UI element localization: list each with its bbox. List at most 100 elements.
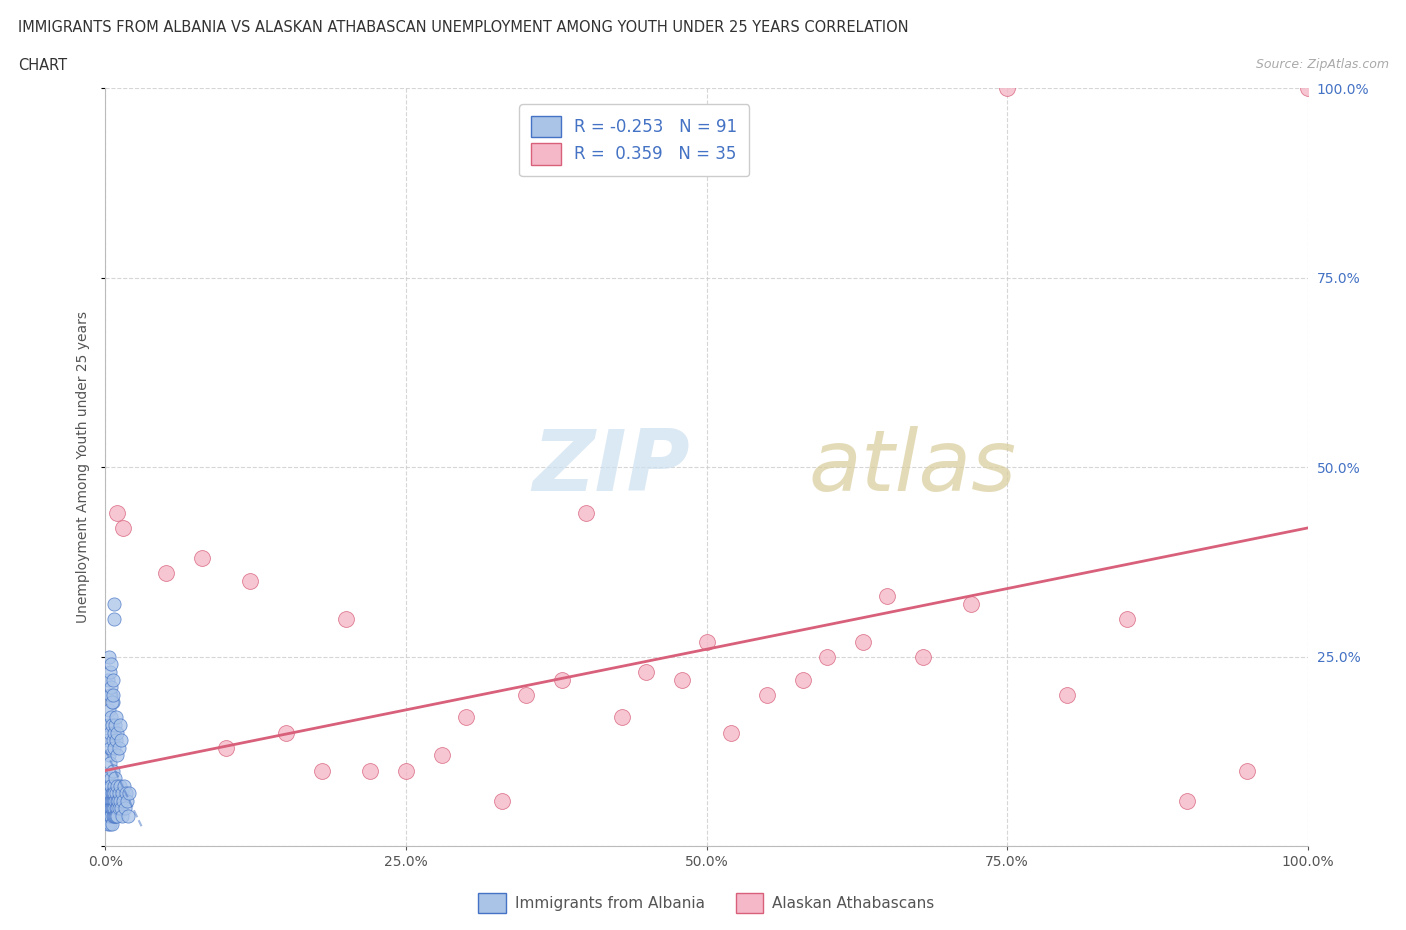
Point bbox=[103, 687, 125, 702]
Point bbox=[105, 710, 128, 724]
Point bbox=[395, 763, 418, 777]
Point bbox=[755, 687, 778, 702]
Point bbox=[103, 786, 125, 801]
Point bbox=[103, 793, 125, 808]
Point bbox=[103, 725, 125, 740]
Point bbox=[960, 596, 983, 611]
Point bbox=[101, 733, 124, 748]
Point bbox=[97, 771, 120, 786]
Point bbox=[101, 808, 124, 823]
Point bbox=[97, 733, 120, 748]
Point bbox=[515, 687, 537, 702]
Point bbox=[107, 786, 129, 801]
Point bbox=[1175, 793, 1198, 808]
Point bbox=[101, 801, 124, 816]
Point bbox=[97, 817, 120, 831]
Point bbox=[114, 801, 136, 816]
Point bbox=[98, 817, 121, 831]
Point bbox=[491, 793, 513, 808]
Point bbox=[98, 702, 121, 717]
Point bbox=[98, 801, 121, 816]
Point bbox=[97, 718, 120, 733]
Point bbox=[104, 808, 127, 823]
Point bbox=[190, 551, 212, 565]
Point bbox=[100, 680, 122, 695]
Point bbox=[104, 718, 127, 733]
Point bbox=[98, 793, 121, 808]
Point bbox=[98, 755, 121, 770]
Point bbox=[100, 687, 122, 702]
Point bbox=[96, 801, 118, 816]
Point bbox=[100, 793, 122, 808]
Point bbox=[911, 649, 934, 664]
Point bbox=[101, 763, 124, 777]
Point bbox=[104, 801, 127, 816]
Point bbox=[110, 793, 132, 808]
Point bbox=[103, 695, 125, 710]
Point bbox=[239, 574, 262, 589]
Point bbox=[108, 718, 131, 733]
Point bbox=[1296, 81, 1319, 96]
Point bbox=[105, 801, 128, 816]
Point bbox=[107, 808, 129, 823]
Point bbox=[636, 665, 658, 680]
Text: atlas: atlas bbox=[808, 426, 1017, 509]
Point bbox=[97, 793, 120, 808]
Point bbox=[103, 801, 125, 816]
Point bbox=[98, 786, 121, 801]
Point bbox=[103, 801, 125, 816]
Point bbox=[111, 786, 134, 801]
Y-axis label: Unemployment Among Youth under 25 years: Unemployment Among Youth under 25 years bbox=[76, 312, 90, 623]
Text: ZIP: ZIP bbox=[533, 426, 690, 509]
Point bbox=[105, 748, 128, 763]
Point bbox=[815, 649, 838, 664]
Point bbox=[115, 786, 138, 801]
Point bbox=[1236, 763, 1258, 777]
Point bbox=[454, 710, 477, 724]
Point bbox=[696, 634, 718, 649]
Point bbox=[311, 763, 333, 777]
Point bbox=[108, 801, 131, 816]
Point bbox=[720, 725, 742, 740]
Point bbox=[359, 763, 381, 777]
Point bbox=[876, 589, 898, 604]
Point bbox=[107, 793, 129, 808]
Point bbox=[110, 801, 132, 816]
Point bbox=[103, 808, 125, 823]
Point bbox=[101, 695, 124, 710]
Point bbox=[430, 748, 453, 763]
Point bbox=[103, 596, 125, 611]
Point bbox=[111, 808, 134, 823]
Point bbox=[1116, 612, 1139, 627]
Point bbox=[107, 725, 129, 740]
Text: Source: ZipAtlas.com: Source: ZipAtlas.com bbox=[1256, 58, 1389, 71]
Text: CHART: CHART bbox=[18, 58, 67, 73]
Point bbox=[101, 793, 124, 808]
Text: IMMIGRANTS FROM ALBANIA VS ALASKAN ATHABASCAN UNEMPLOYMENT AMONG YOUTH UNDER 25 : IMMIGRANTS FROM ALBANIA VS ALASKAN ATHAB… bbox=[18, 20, 908, 35]
Point bbox=[335, 612, 357, 627]
Point bbox=[101, 817, 124, 831]
Point bbox=[108, 778, 131, 793]
Point bbox=[100, 808, 122, 823]
Point bbox=[105, 793, 128, 808]
Point bbox=[110, 733, 132, 748]
Point bbox=[103, 740, 125, 755]
Point bbox=[100, 793, 122, 808]
Point bbox=[97, 672, 120, 687]
Point bbox=[98, 740, 121, 755]
Point bbox=[104, 771, 127, 786]
Point bbox=[103, 786, 125, 801]
Point bbox=[103, 778, 125, 793]
Point bbox=[98, 725, 121, 740]
Point bbox=[575, 505, 598, 520]
Point bbox=[98, 687, 121, 702]
Point bbox=[105, 786, 128, 801]
Point bbox=[112, 778, 135, 793]
Point bbox=[792, 672, 814, 687]
Point bbox=[97, 786, 120, 801]
Point bbox=[118, 786, 141, 801]
Point bbox=[97, 801, 120, 816]
Point bbox=[115, 793, 138, 808]
Point bbox=[1056, 687, 1078, 702]
Point bbox=[100, 778, 122, 793]
